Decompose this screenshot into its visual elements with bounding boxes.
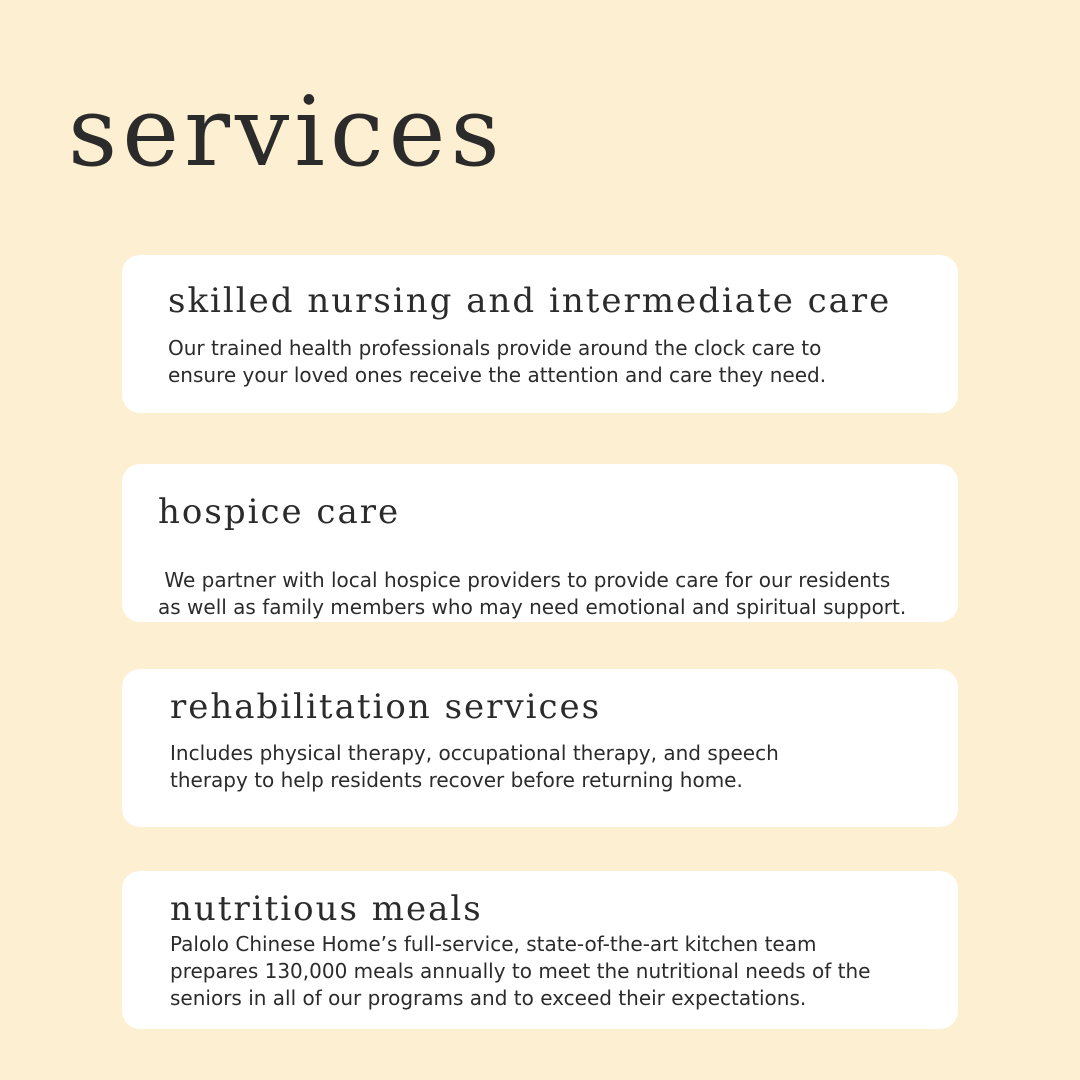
service-description-line: Our trained health professionals provide…	[168, 336, 822, 360]
service-description: Palolo Chinese Home’s full-service, stat…	[170, 931, 930, 1012]
service-description-line: Palolo Chinese Home’s full-service, stat…	[170, 932, 817, 956]
service-title: rehabilitation services	[170, 687, 602, 727]
service-description-line: seniors in all of our programs and to ex…	[170, 986, 807, 1010]
service-description: Includes physical therapy, occupational …	[170, 740, 910, 794]
service-title: nutritious meals	[170, 889, 483, 929]
service-card-hospice-care: hospice care We partner with local hospi…	[122, 464, 958, 622]
service-title: skilled nursing and intermediate care	[168, 281, 892, 321]
service-description-line: ensure your loved ones receive the atten…	[168, 363, 827, 387]
service-card-rehabilitation: rehabilitation services Includes physica…	[122, 669, 958, 827]
page-title: services	[68, 76, 505, 188]
service-description-line: as well as family members who may need e…	[158, 595, 907, 619]
service-description-line: prepares 130,000 meals annually to meet …	[170, 959, 871, 983]
service-description-line: Includes physical therapy, occupational …	[170, 741, 779, 765]
service-card-nutritious-meals: nutritious meals Palolo Chinese Home’s f…	[122, 871, 958, 1029]
service-description-line: therapy to help residents recover before…	[170, 768, 743, 792]
service-description: We partner with local hospice providers …	[158, 540, 948, 621]
service-title: hospice care	[158, 492, 401, 532]
service-description-line: We partner with local hospice providers …	[158, 568, 891, 592]
service-description: Our trained health professionals provide…	[168, 335, 888, 389]
service-card-skilled-nursing: skilled nursing and intermediate care Ou…	[122, 255, 958, 413]
